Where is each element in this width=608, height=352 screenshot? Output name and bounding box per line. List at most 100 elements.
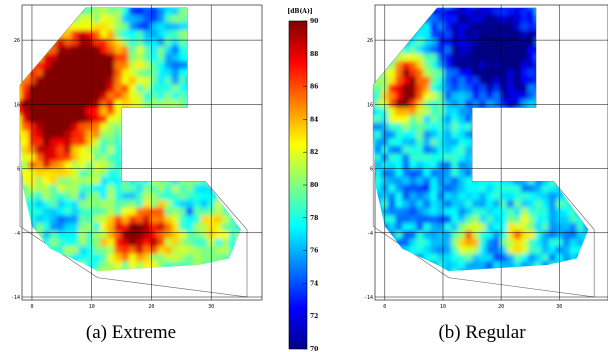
heat-cell: [506, 8, 515, 15]
heat-cell: [416, 106, 424, 116]
heat-cell: [121, 191, 130, 200]
heat-cell: [486, 253, 494, 262]
heat-cell: [500, 37, 508, 46]
colorbar-tick-label: 80: [310, 182, 318, 189]
heat-cell: [164, 191, 173, 200]
heat-cell: [92, 222, 101, 231]
heat-cell: [64, 191, 72, 200]
heat-cell: [171, 60, 180, 69]
heat-cell: [451, 191, 459, 200]
heat-cell: [64, 29, 72, 39]
heat-cell: [381, 91, 389, 100]
heat-cell: [423, 176, 431, 185]
heat-cell: [214, 230, 223, 239]
heat-cell: [395, 237, 403, 247]
heat-cell: [78, 53, 87, 62]
heat-cell: [92, 145, 101, 154]
x-ticks: 0 10 20 30: [383, 304, 562, 310]
heat-cell: [121, 253, 130, 262]
heat-cell: [479, 29, 487, 39]
heat-cell: [437, 207, 445, 216]
heat-cell: [164, 237, 173, 247]
heat-cell: [221, 230, 230, 239]
heat-cell: [444, 153, 452, 162]
heat-cell: [178, 68, 187, 77]
heat-cell: [64, 53, 72, 62]
heat-cell: [150, 230, 159, 239]
heat-cell: [472, 207, 480, 216]
heat-cell: [114, 106, 123, 116]
heat-cell: [416, 91, 424, 100]
heat-cell: [437, 37, 445, 46]
heat-cell: [114, 22, 123, 31]
heat-cell: [465, 153, 473, 162]
heat-cell: [114, 245, 123, 254]
heat-cell: [451, 145, 459, 154]
heat-cell: [178, 91, 187, 100]
heat-cell: [465, 45, 473, 54]
heat-cell: [430, 253, 438, 262]
heat-cell: [381, 130, 389, 139]
heat-cell: [135, 37, 144, 46]
heat-cell: [548, 199, 557, 208]
heat-cell: [430, 184, 438, 193]
heat-cell: [150, 214, 159, 224]
heat-cell: [157, 230, 166, 239]
heat-cell: [527, 29, 536, 39]
heat-cell: [100, 245, 108, 254]
heat-cell: [85, 168, 94, 177]
heat-cell: [121, 214, 130, 224]
heat-cell: [548, 222, 557, 231]
heat-cell: [64, 168, 72, 177]
heat-cell: [472, 91, 480, 100]
heat-cell: [423, 45, 431, 54]
heat-cell: [42, 199, 51, 208]
heat-cell: [506, 237, 515, 247]
heat-cell: [416, 230, 424, 239]
x-tick-label: 30: [208, 304, 214, 310]
heat-cell: [479, 60, 487, 69]
heat-cell: [500, 253, 508, 262]
heat-cell: [416, 160, 424, 170]
heat-cell: [430, 130, 438, 139]
heat-cell: [178, 222, 187, 231]
heat-cell: [214, 222, 223, 231]
heat-cell: [193, 207, 202, 216]
heat-cell: [423, 207, 431, 216]
heat-cell: [520, 237, 529, 247]
heat-cell: [576, 230, 585, 239]
heat-cell: [423, 153, 431, 162]
heat-cell: [541, 230, 550, 239]
heat-cell: [430, 176, 438, 185]
heat-cell: [178, 191, 187, 200]
heat-cell: [458, 91, 466, 100]
heat-cell: [465, 76, 473, 85]
heat-cell: [35, 68, 44, 77]
heat-cell: [458, 199, 466, 208]
heat-cell: [444, 207, 452, 216]
heat-cell: [388, 76, 396, 85]
heat-cell: [85, 122, 94, 131]
heat-cell: [35, 106, 44, 116]
heat-cell: [444, 168, 452, 177]
heat-cell: [486, 68, 494, 77]
heat-cell: [92, 29, 101, 39]
heat-cell: [409, 237, 417, 247]
heat-cell: [92, 45, 101, 54]
heat-cell: [49, 68, 58, 77]
heat-cell: [85, 145, 94, 154]
heat-cell: [486, 91, 494, 100]
heat-cell: [437, 184, 445, 193]
heat-cell: [388, 191, 396, 200]
heat-cell: [128, 99, 137, 108]
heat-cell: [207, 207, 216, 216]
heat-cell: [107, 268, 115, 272]
heat-cell: [430, 153, 438, 162]
heat-cell: [430, 137, 438, 146]
heat-cell: [500, 76, 508, 85]
heat-cell: [555, 245, 564, 254]
heat-cell: [171, 253, 180, 262]
heat-cell: [388, 199, 396, 208]
heat-cell: [107, 199, 115, 208]
grid: [22, 5, 262, 300]
